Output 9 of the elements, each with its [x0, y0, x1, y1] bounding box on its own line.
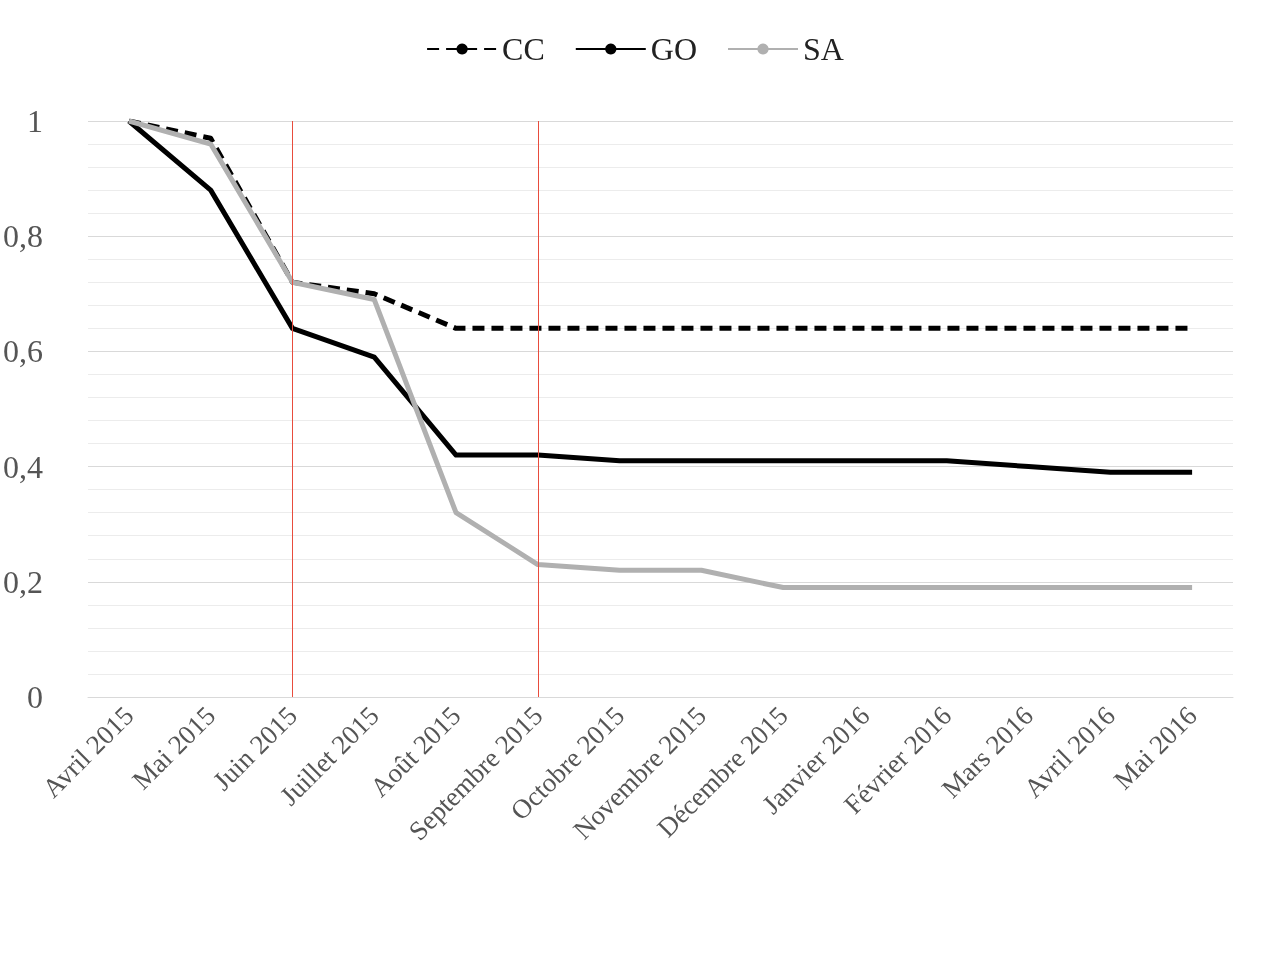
legend-label: CC [502, 31, 545, 67]
y-tick-label: 0 [27, 679, 43, 715]
y-tick-label: 1 [27, 103, 43, 139]
y-tick-label: 0,2 [3, 563, 43, 600]
y-tick-label: 0,8 [3, 218, 43, 255]
legend-label: GO [650, 31, 697, 67]
legend-label: SA [803, 31, 844, 67]
y-tick-label: 0,6 [3, 333, 43, 370]
y-tick-label: 0,4 [3, 448, 43, 485]
